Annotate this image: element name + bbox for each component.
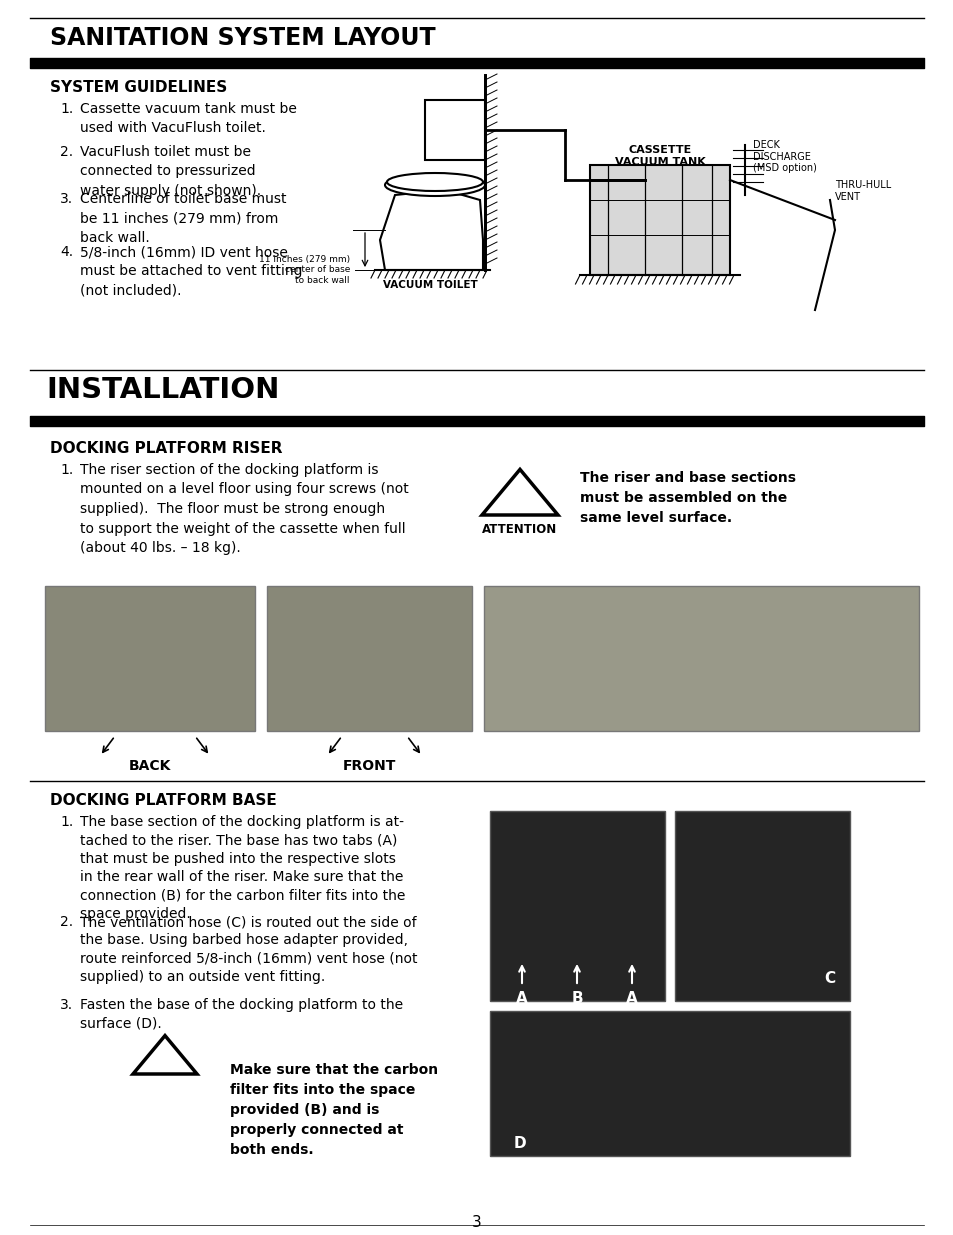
Text: INSTALLATION: INSTALLATION (46, 375, 279, 404)
Text: 2.: 2. (60, 144, 73, 159)
Text: 1.: 1. (60, 103, 73, 116)
Text: 2.: 2. (60, 915, 73, 929)
Polygon shape (481, 469, 558, 515)
Polygon shape (132, 1036, 196, 1074)
Text: THRU-HULL
VENT: THRU-HULL VENT (834, 180, 890, 201)
Text: FRONT: FRONT (342, 760, 395, 773)
Text: 5/8-inch (16mm) ID vent hose
must be attached to vent fitting
(not included).: 5/8-inch (16mm) ID vent hose must be att… (80, 245, 302, 298)
Text: Fasten the base of the docking platform to the
surface (D).: Fasten the base of the docking platform … (80, 998, 403, 1030)
Bar (490, 1011, 849, 1156)
Text: B: B (571, 990, 582, 1007)
Text: VACUUM TOILET: VACUUM TOILET (382, 280, 476, 290)
Bar (483, 585, 918, 731)
Text: Cassette vacuum tank must be
used with VacuFlush toilet.: Cassette vacuum tank must be used with V… (80, 103, 296, 136)
Bar (589, 165, 729, 275)
Text: DECK
DISCHARGE
(MSD option): DECK DISCHARGE (MSD option) (752, 140, 816, 173)
Text: A: A (625, 990, 638, 1007)
Text: SANITATION SYSTEM LAYOUT: SANITATION SYSTEM LAYOUT (50, 26, 436, 49)
Text: 3.: 3. (60, 998, 73, 1011)
Text: A: A (516, 990, 527, 1007)
Text: BACK: BACK (129, 760, 171, 773)
Text: ATTENTION: ATTENTION (482, 522, 558, 536)
Text: 4.: 4. (60, 245, 73, 259)
Text: 11 inches (279 mm)
center of base
to back wall: 11 inches (279 mm) center of base to bac… (258, 254, 350, 285)
Polygon shape (379, 190, 482, 270)
Text: SYSTEM GUIDELINES: SYSTEM GUIDELINES (50, 80, 227, 95)
Text: DOCKING PLATFORM RISER: DOCKING PLATFORM RISER (50, 441, 282, 456)
Text: The base section of the docking platform is at-
tached to the riser. The base ha: The base section of the docking platform… (80, 815, 405, 921)
Text: CASSETTE
VACUUM TANK: CASSETTE VACUUM TANK (614, 144, 704, 167)
Text: The riser and base sections
must be assembled on the
same level surface.: The riser and base sections must be asse… (579, 471, 795, 525)
Text: VacuFlush toilet must be
connected to pressurized
water supply (not shown).: VacuFlush toilet must be connected to pr… (80, 144, 261, 198)
Text: D: D (513, 1136, 526, 1151)
Text: 1.: 1. (60, 463, 73, 477)
Text: Centerline of toilet base must
be 11 inches (279 mm) from
back wall.: Centerline of toilet base must be 11 inc… (80, 191, 286, 245)
Text: 1.: 1. (60, 815, 73, 829)
Bar (267, 585, 472, 731)
Bar (45, 585, 254, 731)
Text: Make sure that the carbon
filter fits into the space
provided (B) and is
properl: Make sure that the carbon filter fits in… (230, 1063, 437, 1157)
Ellipse shape (387, 173, 482, 191)
Text: 3.: 3. (60, 191, 73, 206)
Bar (675, 811, 849, 1002)
Bar (490, 811, 664, 1002)
Text: The ventilation hose (C) is routed out the side of
the base. Using barbed hose a: The ventilation hose (C) is routed out t… (80, 915, 417, 984)
Bar (424, 100, 484, 161)
Ellipse shape (385, 174, 484, 196)
Text: The riser section of the docking platform is
mounted on a level floor using four: The riser section of the docking platfor… (80, 463, 408, 555)
Text: DOCKING PLATFORM BASE: DOCKING PLATFORM BASE (50, 793, 276, 808)
Text: 3: 3 (472, 1215, 481, 1230)
Text: C: C (823, 971, 835, 986)
